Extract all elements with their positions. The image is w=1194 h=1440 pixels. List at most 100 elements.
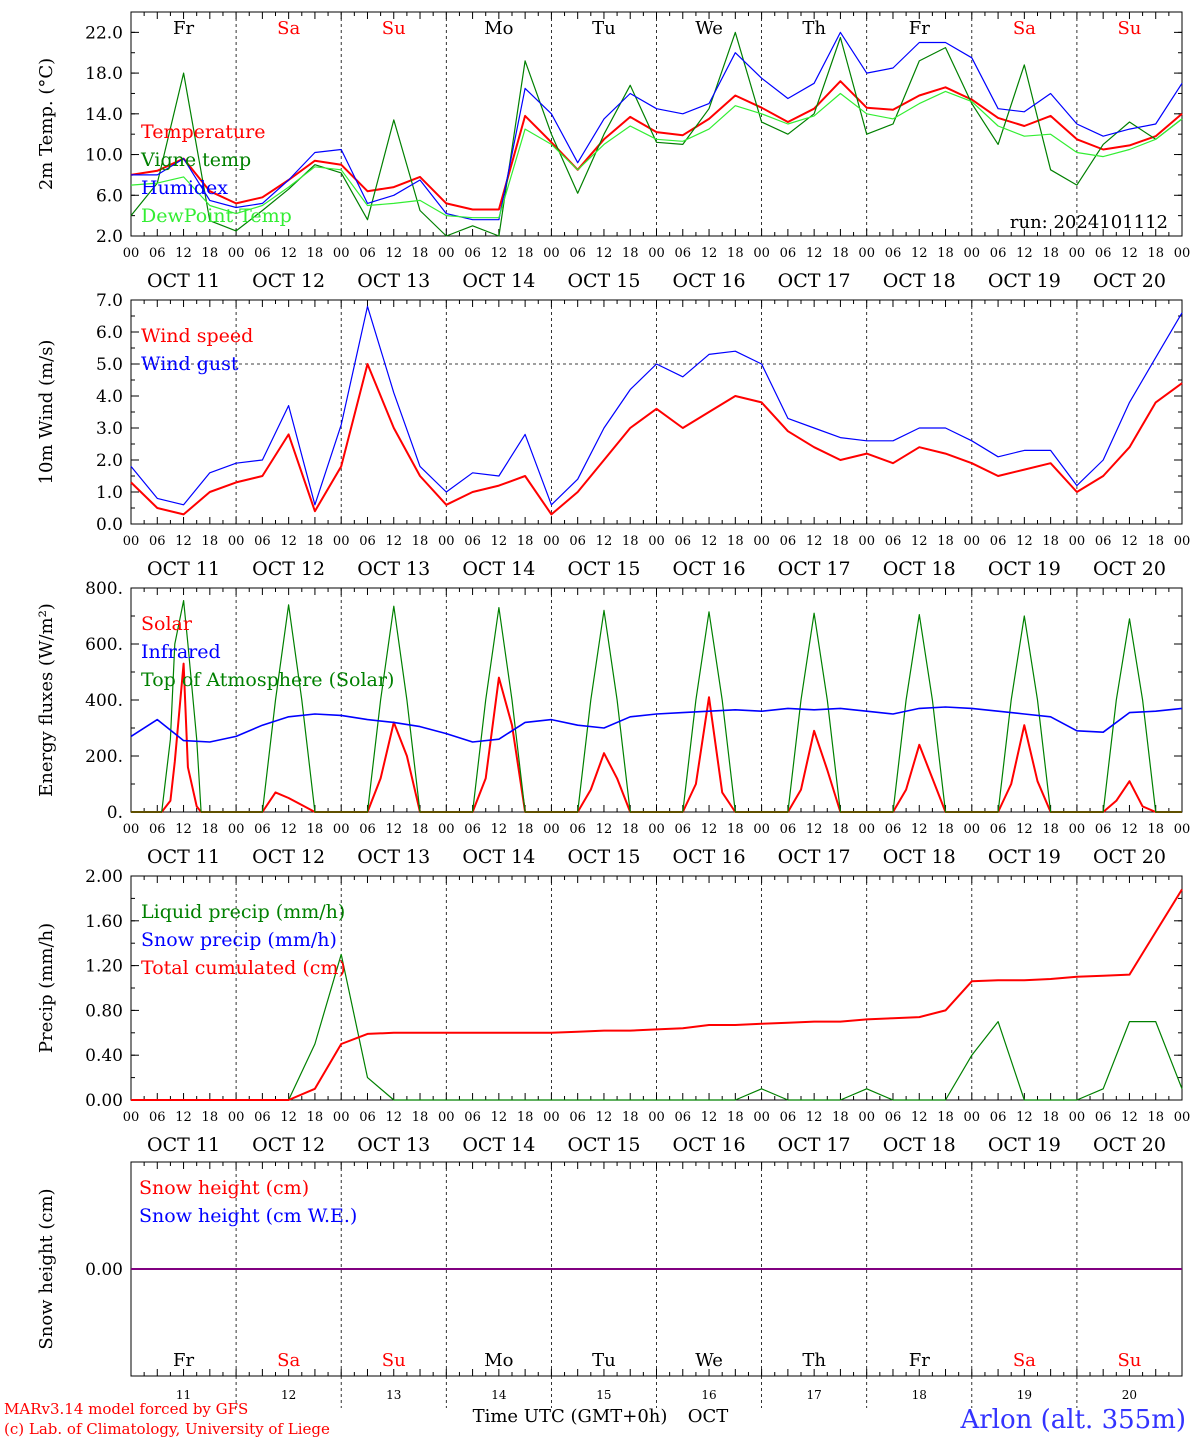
hour-label: 00 — [1174, 534, 1191, 549]
y-tick-label: 1.60 — [85, 912, 123, 932]
hour-label: 00 — [228, 246, 245, 261]
series-line-dewpoint-temp — [130, 90, 1183, 219]
hour-label: 12 — [1016, 534, 1033, 549]
plot-frame — [130, 587, 1183, 813]
hour-label: 06 — [569, 822, 586, 837]
day-number: 18 — [912, 1388, 927, 1402]
hour-label: 12 — [280, 822, 297, 837]
hour-label: 00 — [858, 246, 875, 261]
hour-label: 00 — [753, 246, 770, 261]
day-name: Su — [382, 18, 406, 39]
hour-label: 06 — [885, 822, 902, 837]
series-line-infrared — [130, 706, 1183, 743]
hour-label: 00 — [1174, 822, 1191, 837]
hour-label: 00 — [333, 534, 350, 549]
hour-label: 00 — [123, 534, 140, 549]
hour-label: 06 — [990, 246, 1007, 261]
day-name: Th — [802, 18, 826, 39]
series-line-liquid-precip-mm-h- — [131, 953, 1183, 1101]
hour-label: 06 — [990, 534, 1007, 549]
hour-label: 06 — [254, 1110, 271, 1125]
y-tick-label: 800. — [85, 579, 123, 599]
run-label: run: 2024101112 — [1010, 212, 1168, 233]
hour-label: 06 — [149, 1110, 166, 1125]
y-axis-label: Energy fluxes (W/m²) — [36, 603, 57, 797]
hour-label: 00 — [333, 1110, 350, 1125]
hour-label: 00 — [1069, 246, 1086, 261]
date-label: OCT 20 — [1093, 558, 1166, 580]
hour-label: 12 — [701, 822, 718, 837]
hour-label: 18 — [1042, 822, 1059, 837]
hour-label: 06 — [780, 534, 797, 549]
day-name: Fr — [173, 18, 194, 39]
legend-entry: Top of Atmosphere (Solar) — [141, 669, 394, 691]
hour-label: 06 — [569, 1110, 586, 1125]
y-tick-label: 0.0 — [96, 515, 123, 535]
hour-label: 00 — [438, 822, 455, 837]
y-tick-label: 1.20 — [85, 957, 123, 977]
hour-label: 12 — [280, 534, 297, 549]
date-label: OCT 11 — [147, 1134, 220, 1156]
date-label: OCT 20 — [1093, 846, 1166, 868]
date-label: OCT 19 — [988, 1134, 1061, 1156]
hour-label: 00 — [438, 246, 455, 261]
hour-label: 12 — [491, 534, 508, 549]
y-tick-label: 2.00 — [85, 867, 123, 887]
y-tick-label: 5.0 — [96, 355, 123, 375]
hour-label: 12 — [1121, 822, 1138, 837]
hour-label: 12 — [911, 534, 928, 549]
legend-entry: Snow precip (mm/h) — [141, 929, 337, 951]
date-label: OCT 15 — [567, 1134, 640, 1156]
hour-label: 06 — [885, 246, 902, 261]
day-name: Sa — [1013, 1350, 1036, 1371]
hour-label: 12 — [596, 246, 613, 261]
y-tick-label: 2.0 — [96, 227, 123, 247]
date-label: OCT 19 — [988, 558, 1061, 580]
date-label: OCT 16 — [673, 846, 746, 868]
y-tick-label: 2.0 — [96, 451, 123, 471]
date-label: OCT 12 — [252, 846, 325, 868]
hour-label: 06 — [569, 534, 586, 549]
hour-label: 12 — [280, 1110, 297, 1125]
legend-entry: Total cumulated (cm) — [141, 957, 346, 979]
hour-label: 18 — [622, 246, 639, 261]
date-label: OCT 16 — [673, 558, 746, 580]
date-label: OCT 15 — [567, 846, 640, 868]
hour-label: 18 — [937, 534, 954, 549]
series-line-temperature — [130, 80, 1183, 211]
hour-label: 12 — [1121, 246, 1138, 261]
series-line-top-of-atmosphere-solar- — [131, 599, 1182, 813]
hour-label: 18 — [1042, 1110, 1059, 1125]
hour-label: 12 — [491, 822, 508, 837]
hour-label: 00 — [648, 246, 665, 261]
y-tick-label: 400. — [85, 691, 123, 711]
hour-label: 18 — [1042, 246, 1059, 261]
hour-label: 06 — [464, 246, 481, 261]
hour-label: 00 — [858, 822, 875, 837]
hour-label: 18 — [412, 246, 429, 261]
y-tick-label: 4.0 — [96, 387, 123, 407]
date-label: OCT 11 — [147, 846, 220, 868]
legend-entry: Infrared — [141, 641, 221, 663]
y-tick-label: 6.0 — [96, 186, 123, 206]
hour-label: 18 — [832, 534, 849, 549]
hour-label: 00 — [964, 822, 981, 837]
hour-label: 00 — [648, 1110, 665, 1125]
panel-3 — [130, 587, 1183, 813]
day-number: 12 — [281, 1388, 296, 1402]
hour-label: 12 — [175, 246, 192, 261]
y-tick-label: 22.0 — [85, 23, 123, 43]
y-tick-label: 0. — [107, 803, 123, 823]
date-label: OCT 20 — [1093, 1134, 1166, 1156]
panel-5 — [130, 1161, 1183, 1408]
y-tick-label: 0.80 — [85, 1001, 123, 1021]
hour-label: 06 — [1095, 822, 1112, 837]
plot-frame — [130, 299, 1183, 525]
hour-label: 00 — [228, 822, 245, 837]
hour-label: 18 — [307, 534, 324, 549]
legend-entry: Snow height (cm) — [139, 1177, 309, 1199]
y-tick-label: 7.0 — [96, 291, 123, 311]
y-tick-label: 14.0 — [85, 105, 123, 125]
y-axis-label: Snow height (cm) — [36, 1188, 57, 1349]
hour-label: 18 — [517, 534, 534, 549]
